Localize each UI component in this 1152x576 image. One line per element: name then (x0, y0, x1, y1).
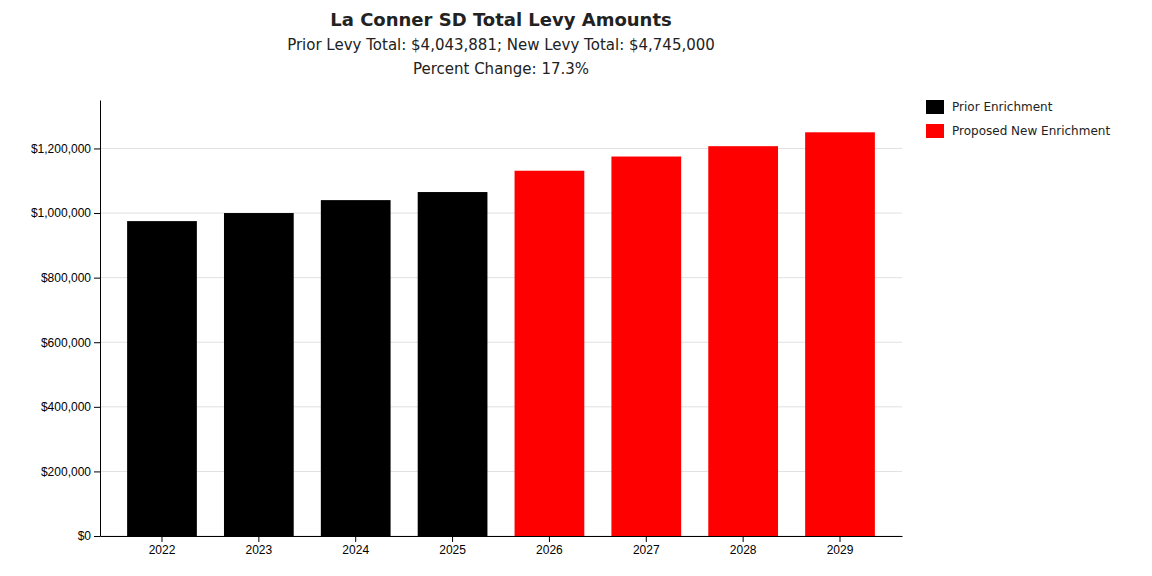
y-tick-mark (94, 278, 100, 279)
y-tick: $600,000 (41, 336, 100, 350)
y-tick-mark (94, 407, 100, 408)
title: Prior Levy Total: $4,043,881; New Levy T… (287, 36, 715, 54)
grid (100, 148, 902, 536)
x-tick-mark (161, 536, 162, 542)
legend-label: Prior Enrichment (952, 100, 1053, 114)
bar (224, 213, 294, 536)
y-tick-label: $1,000,000 (31, 206, 91, 220)
y-tick-label: $400,000 (41, 400, 91, 414)
grid-line (100, 148, 902, 149)
plot-area: 2022 2023 2024 2025 2026 2027 2028 2029 $0 $200,0… (31, 101, 903, 557)
legend-label: Proposed New Enrichment (952, 124, 1110, 138)
y-tick: $400,000 (41, 400, 100, 414)
grid-line (100, 213, 902, 214)
y-tick-mark (94, 148, 100, 149)
x-tick-label: 2023 (245, 543, 272, 557)
x-axis: 2022 2023 2024 2025 2026 2027 2028 2029 (101, 536, 903, 557)
legend-swatch (926, 124, 944, 138)
x-tick-label: 2022 (149, 543, 176, 557)
x-tick: 2023 (245, 536, 272, 557)
bar (321, 200, 391, 536)
legend: Prior Enrichment Proposed New Enrichment (926, 100, 1110, 138)
grid-line (100, 471, 902, 472)
x-tick-mark (549, 536, 550, 542)
x-axis-line (101, 536, 903, 537)
grid-line (100, 277, 902, 278)
chart-svg: La Conner SD Total Levy Amounts Prior Lev… (0, 0, 1152, 576)
y-tick: $1,200,000 (31, 142, 100, 156)
x-tick: 2025 (439, 536, 466, 557)
legend-item: Prior Enrichment (926, 100, 1053, 114)
x-tick: 2022 (149, 536, 176, 557)
grid-line (100, 406, 902, 407)
y-tick: $200,000 (41, 465, 100, 479)
y-tick: $800,000 (41, 271, 100, 285)
grid-line (100, 342, 902, 343)
x-tick-mark (743, 536, 744, 542)
y-tick-label: $200,000 (41, 465, 91, 479)
title: Percent Change: 17.3% (413, 60, 589, 78)
title: La Conner SD Total Levy Amounts (330, 9, 671, 30)
y-tick-label: $1,200,000 (31, 142, 91, 156)
x-tick-label: 2028 (730, 543, 757, 557)
bar (515, 171, 585, 536)
x-tick-label: 2024 (342, 543, 369, 557)
y-tick-label: $800,000 (41, 271, 91, 285)
y-axis: $0 $200,000 $400,000 $600,000 $800,000 $1,000… (31, 101, 101, 544)
y-axis-line (100, 101, 101, 537)
x-tick-mark (355, 536, 356, 542)
y-tick-label: $600,000 (41, 336, 91, 350)
bar (418, 192, 488, 536)
y-tick-mark (94, 213, 100, 214)
legend-item: Proposed New Enrichment (926, 124, 1110, 138)
y-tick-mark (94, 471, 100, 472)
x-tick-label: 2026 (536, 543, 563, 557)
x-tick-mark (646, 536, 647, 542)
title-group: La Conner SD Total Levy Amounts Prior Lev… (287, 9, 715, 78)
x-tick: 2026 (536, 536, 563, 557)
x-tick: 2024 (342, 536, 369, 557)
bars (127, 132, 875, 536)
x-tick-mark (258, 536, 259, 542)
x-tick: 2028 (730, 536, 757, 557)
x-tick: 2027 (633, 536, 660, 557)
y-tick: $0 (78, 529, 100, 543)
chart-container: La Conner SD Total Levy Amounts Prior Lev… (0, 0, 1152, 576)
legend-swatch (926, 100, 944, 114)
x-tick-mark (452, 536, 453, 542)
x-tick-label: 2025 (439, 543, 466, 557)
x-tick-mark (840, 536, 841, 542)
bar (708, 146, 778, 536)
y-tick-mark (94, 342, 100, 343)
y-tick: $1,000,000 (31, 206, 100, 220)
bar (127, 221, 197, 536)
bar (611, 157, 681, 536)
y-tick-label: $0 (78, 529, 92, 543)
x-tick-label: 2027 (633, 543, 660, 557)
bar (805, 132, 875, 536)
x-tick-label: 2029 (827, 543, 854, 557)
x-tick: 2029 (827, 536, 854, 557)
y-tick-mark (94, 536, 100, 537)
grid-line (100, 536, 902, 537)
